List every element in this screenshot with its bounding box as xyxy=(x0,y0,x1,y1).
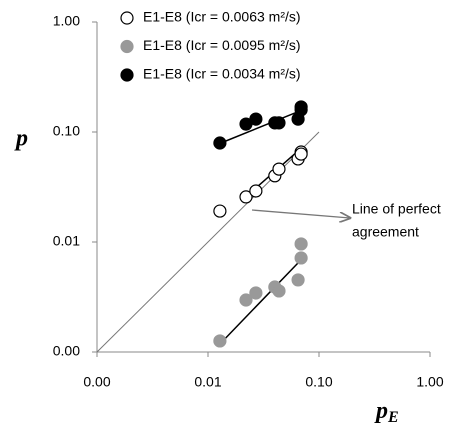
x-label-main: p xyxy=(374,398,388,424)
point xyxy=(272,116,286,130)
annotation-line: agreement xyxy=(352,224,419,240)
y-tick-label: 0.10 xyxy=(53,123,80,139)
x-tick-label: 1.00 xyxy=(416,374,443,390)
annotation-line: Line of perfect xyxy=(352,201,441,217)
point xyxy=(239,190,253,204)
y-axis-label: p xyxy=(14,126,28,152)
point xyxy=(272,284,286,298)
legend-label: E1-E8 (Icr = 0.0034 m²/s) xyxy=(143,66,301,82)
x-axis-label: pE xyxy=(374,398,399,426)
trend-line xyxy=(220,259,302,344)
annotation-arrow xyxy=(251,209,350,218)
x-label-sub: E xyxy=(387,409,399,426)
point xyxy=(249,286,263,300)
x-tick-label: 0.10 xyxy=(305,374,332,390)
point xyxy=(294,103,308,117)
legend-marker xyxy=(120,39,134,54)
point xyxy=(213,136,227,150)
x-tick-label: 0.01 xyxy=(194,374,221,390)
y-tick-label: 1.00 xyxy=(53,13,80,29)
reference-line xyxy=(96,131,320,353)
legend-marker xyxy=(120,68,134,82)
x-tick-label: 0.00 xyxy=(83,374,110,390)
point xyxy=(249,184,263,198)
point xyxy=(239,293,253,307)
y-tick-label: 0.01 xyxy=(53,233,80,249)
y-tick-label: 0.00 xyxy=(53,343,80,359)
legend-label: E1-E8 (Icr = 0.0063 m²/s) xyxy=(143,9,301,25)
point xyxy=(249,112,263,126)
legend-marker xyxy=(120,11,134,25)
point xyxy=(294,251,308,265)
point xyxy=(213,204,227,218)
legend-label: E1-E8 (Icr = 0.0095 m²/s) xyxy=(143,37,301,53)
trend-line xyxy=(218,109,303,145)
point xyxy=(291,273,305,287)
point xyxy=(213,334,227,348)
point xyxy=(294,237,308,251)
point xyxy=(294,147,308,161)
point xyxy=(272,162,286,176)
